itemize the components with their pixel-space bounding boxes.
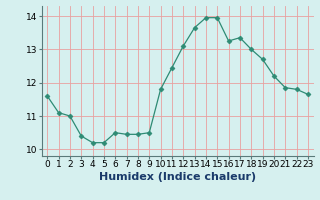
X-axis label: Humidex (Indice chaleur): Humidex (Indice chaleur) (99, 172, 256, 182)
